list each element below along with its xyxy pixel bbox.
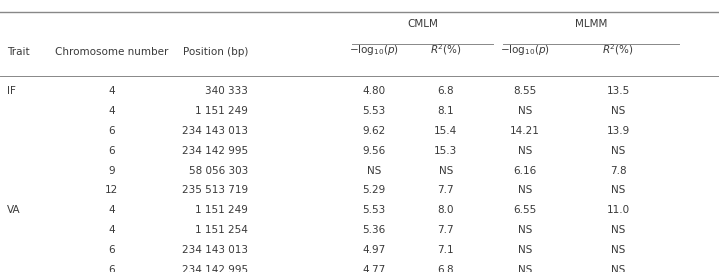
Text: 6: 6: [108, 245, 115, 255]
Text: 15.4: 15.4: [434, 126, 457, 136]
Text: 4: 4: [108, 205, 115, 215]
Text: NS: NS: [611, 186, 626, 195]
Text: NS: NS: [611, 245, 626, 255]
Text: NS: NS: [518, 186, 532, 195]
Text: 8.55: 8.55: [513, 86, 536, 96]
Text: VA: VA: [7, 205, 21, 215]
Text: 8.1: 8.1: [437, 106, 454, 116]
Text: NS: NS: [611, 106, 626, 116]
Text: 234 142 995: 234 142 995: [182, 146, 248, 156]
Text: 11.0: 11.0: [607, 205, 630, 215]
Text: NS: NS: [439, 166, 453, 175]
Text: 7.7: 7.7: [437, 186, 454, 195]
Text: 235 513 719: 235 513 719: [182, 186, 248, 195]
Text: 6.55: 6.55: [513, 205, 536, 215]
Text: 234 143 013: 234 143 013: [182, 245, 248, 255]
Text: 4.77: 4.77: [362, 265, 385, 272]
Text: Trait: Trait: [7, 47, 29, 57]
Text: 6.8: 6.8: [437, 265, 454, 272]
Text: 14.21: 14.21: [510, 126, 540, 136]
Text: 1 151 249: 1 151 249: [195, 106, 248, 116]
Text: 5.36: 5.36: [362, 225, 385, 235]
Text: 5.29: 5.29: [362, 186, 385, 195]
Text: MLMM: MLMM: [575, 18, 608, 29]
Text: 1 151 249: 1 151 249: [195, 205, 248, 215]
Text: 4.97: 4.97: [362, 245, 385, 255]
Text: 15.3: 15.3: [434, 146, 457, 156]
Text: 6.8: 6.8: [437, 86, 454, 96]
Text: 1 151 254: 1 151 254: [195, 225, 248, 235]
Text: NS: NS: [518, 146, 532, 156]
Text: NS: NS: [611, 265, 626, 272]
Text: 4.80: 4.80: [362, 86, 385, 96]
Text: $-\mathregular{log}_{10}(p)$: $-\mathregular{log}_{10}(p)$: [500, 43, 550, 57]
Text: Position (bp): Position (bp): [183, 47, 248, 57]
Text: 6: 6: [108, 265, 115, 272]
Text: 340 333: 340 333: [205, 86, 248, 96]
Text: 13.5: 13.5: [607, 86, 630, 96]
Text: NS: NS: [518, 225, 532, 235]
Text: NS: NS: [611, 146, 626, 156]
Text: 7.7: 7.7: [437, 225, 454, 235]
Text: 9.56: 9.56: [362, 146, 385, 156]
Text: $R^{2}$(%): $R^{2}$(%): [430, 42, 462, 57]
Text: $R^{2}$(%): $R^{2}$(%): [603, 42, 634, 57]
Text: 4: 4: [108, 106, 115, 116]
Text: $-\mathregular{log}_{10}(p)$: $-\mathregular{log}_{10}(p)$: [349, 43, 399, 57]
Text: 9.62: 9.62: [362, 126, 385, 136]
Text: 4: 4: [108, 225, 115, 235]
Text: 5.53: 5.53: [362, 205, 385, 215]
Text: Chromosome number: Chromosome number: [55, 47, 168, 57]
Text: NS: NS: [518, 106, 532, 116]
Text: NS: NS: [518, 265, 532, 272]
Text: 6: 6: [108, 126, 115, 136]
Text: 13.9: 13.9: [607, 126, 630, 136]
Text: 5.53: 5.53: [362, 106, 385, 116]
Text: NS: NS: [367, 166, 381, 175]
Text: NS: NS: [518, 245, 532, 255]
Text: 6: 6: [108, 146, 115, 156]
Text: 4: 4: [108, 86, 115, 96]
Text: 6.16: 6.16: [513, 166, 536, 175]
Text: 8.0: 8.0: [438, 205, 454, 215]
Text: 58 056 303: 58 056 303: [189, 166, 248, 175]
Text: 12: 12: [105, 186, 118, 195]
Text: 9: 9: [108, 166, 115, 175]
Text: NS: NS: [611, 225, 626, 235]
Text: 234 143 013: 234 143 013: [182, 126, 248, 136]
Text: 7.8: 7.8: [610, 166, 627, 175]
Text: 7.1: 7.1: [437, 245, 454, 255]
Text: IF: IF: [7, 86, 16, 96]
Text: 234 142 995: 234 142 995: [182, 265, 248, 272]
Text: CMLM: CMLM: [407, 18, 438, 29]
